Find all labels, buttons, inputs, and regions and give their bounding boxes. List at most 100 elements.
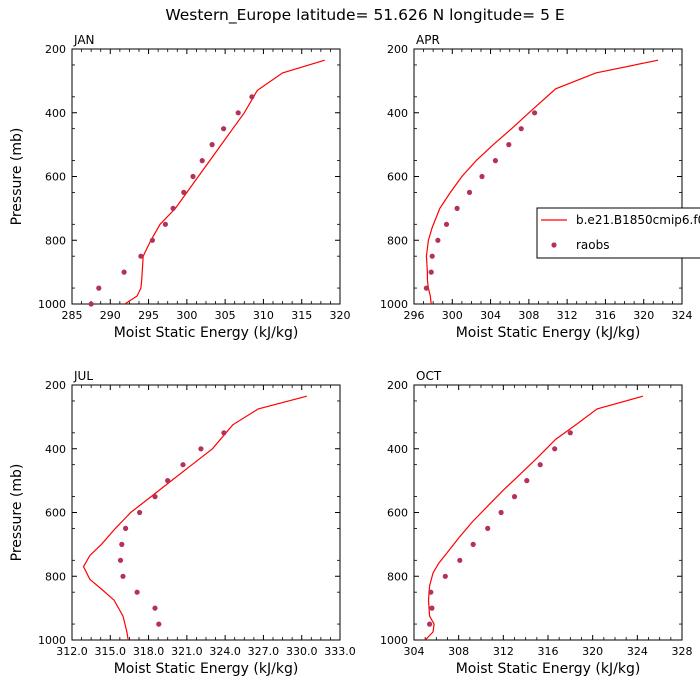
raobs-point	[537, 462, 543, 468]
panel-jul: JUL 312.0 315.0 318.0 321.0 324.0 327.0 330.0 33…	[9, 369, 356, 677]
x-tick-label: 295	[138, 309, 159, 322]
raobs-point	[221, 430, 227, 436]
raobs-point	[199, 158, 205, 164]
x-tick-label: 324.0	[209, 645, 241, 658]
raobs-point	[221, 126, 227, 132]
model-line	[124, 59, 325, 305]
raobs-point	[190, 173, 196, 180]
x-axis-label: Moist Static Energy (kJ/kg)	[114, 325, 299, 341]
y-tick-label: 200	[387, 379, 408, 392]
panel-oct: OCT 304 308 312 316 320 324 328 200 400 600 800 1000…	[380, 369, 693, 677]
panel-label: APR	[416, 33, 440, 47]
raobs-point	[567, 430, 573, 436]
panel-label: JUL	[73, 369, 93, 383]
y-tick-label: 200	[45, 43, 66, 56]
raobs-point	[506, 142, 512, 148]
raobs-point	[162, 221, 168, 227]
y-axis-label: Pressure (mb)	[9, 464, 25, 562]
y-tick-label: 1000	[38, 634, 66, 647]
raobs-point	[427, 621, 433, 627]
y-tick-label: 600	[45, 507, 66, 520]
y-tick-label: 800	[45, 570, 66, 583]
legend: b.e21.B1850cmip6.f0 raobs	[536, 207, 700, 259]
raobs-point	[165, 478, 171, 484]
raobs-point	[170, 205, 176, 211]
raobs-point	[152, 605, 158, 611]
model-line	[424, 395, 644, 641]
x-tick-label: 290	[100, 309, 121, 322]
x-tick-label: 308	[518, 309, 539, 322]
raobs-point	[119, 541, 125, 548]
raobs-point	[156, 621, 162, 627]
raobs-point	[429, 605, 435, 611]
raobs-point	[117, 557, 124, 563]
x-tick-label: 308	[448, 645, 469, 658]
x-tick-label: 312	[493, 645, 514, 658]
raobs-point	[137, 509, 143, 516]
y-axis-label: Pressure (mb)	[9, 128, 25, 226]
panel-apr: APR 296 300 304 308 312 316 320 324 200 400 600 800 1…	[380, 33, 693, 341]
x-tick-label: 320	[582, 645, 603, 658]
raobs-point	[88, 301, 94, 307]
raobs-point	[423, 285, 429, 291]
raobs-point	[428, 269, 434, 275]
figure-title: Western_Europe latitude= 51.626 N longit…	[165, 6, 564, 25]
x-tick-label: 305	[215, 309, 236, 322]
raobs-point	[209, 142, 215, 148]
y-tick-label: 200	[45, 379, 66, 392]
raobs-point	[134, 589, 140, 595]
panel-label: OCT	[416, 369, 442, 383]
legend-model-label: b.e21.B1850cmip6.f0	[576, 213, 700, 227]
x-axis-label: Moist Static Energy (kJ/kg)	[114, 661, 299, 677]
raobs-point	[149, 237, 155, 243]
raobs-point	[532, 110, 538, 116]
model-line	[425, 59, 659, 305]
raobs-point	[443, 221, 450, 227]
raobs-point	[181, 189, 187, 195]
plot-frame	[413, 384, 683, 641]
plot-frame	[413, 48, 683, 305]
legend-obs-label: raobs	[576, 238, 610, 252]
x-tick-label: 324	[672, 309, 693, 322]
y-tick-label: 800	[387, 570, 408, 583]
y-tick-label: 200	[387, 43, 408, 56]
x-tick-label: 316	[595, 309, 616, 322]
legend-obs-swatch	[551, 242, 557, 248]
x-tick-label: 321.0	[171, 645, 203, 658]
plot-frame	[71, 384, 341, 641]
x-tick-label: 304	[404, 645, 425, 658]
raobs-point	[457, 557, 463, 563]
raobs-point	[524, 478, 530, 484]
x-tick-label: 327.0	[248, 645, 280, 658]
x-tick-label: 320	[633, 309, 654, 322]
raobs-point	[120, 573, 126, 579]
x-tick-label: 316	[538, 645, 559, 658]
x-tick-label: 324	[627, 645, 648, 658]
raobs-point	[180, 462, 186, 468]
x-tick-label: 330.0	[286, 645, 318, 658]
x-tick-label: 300	[176, 309, 197, 322]
y-tick-label: 600	[45, 171, 66, 184]
raobs-point	[466, 189, 473, 195]
raobs-point	[96, 285, 102, 291]
raobs-point	[479, 173, 485, 180]
raobs-point	[442, 573, 448, 579]
raobs-point	[235, 110, 241, 116]
x-tick-label: 320	[330, 309, 351, 322]
y-tick-label: 1000	[38, 298, 66, 311]
y-tick-label: 800	[387, 234, 408, 247]
raobs-point	[518, 126, 524, 132]
x-tick-label: 315	[291, 309, 312, 322]
raobs-point	[123, 525, 129, 532]
y-tick-label: 1000	[380, 634, 408, 647]
raobs-point	[249, 94, 255, 100]
x-tick-label: 328	[672, 645, 693, 658]
raobs-point	[138, 253, 144, 259]
plot-frame	[71, 48, 341, 305]
y-tick-label: 400	[387, 107, 408, 120]
x-tick-label: 318.0	[133, 645, 165, 658]
x-tick-label: 296	[404, 309, 425, 322]
legend-box	[536, 207, 700, 259]
raobs-point	[429, 253, 435, 259]
